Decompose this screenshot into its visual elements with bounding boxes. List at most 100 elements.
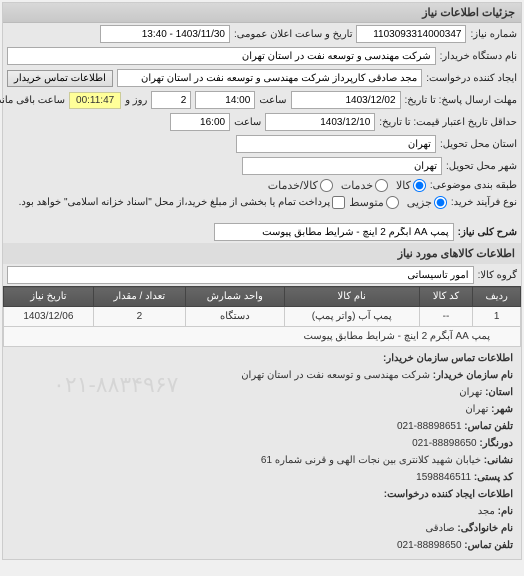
countdown-timer: 00:11:47 bbox=[69, 92, 121, 109]
time-label-1: ساعت bbox=[259, 95, 286, 106]
group-input[interactable] bbox=[7, 266, 474, 284]
province-line: استان: تهران bbox=[11, 385, 513, 401]
need-number-row: شماره نیاز: تاریخ و ساعت اعلان عمومی: bbox=[3, 23, 521, 45]
contact-button[interactable]: اطلاعات تماس خریدار bbox=[7, 70, 113, 87]
th-date: تاریخ نیاز bbox=[4, 287, 94, 307]
cphone-value: 88898650-021 bbox=[397, 540, 462, 551]
deadline-label: مهلت ارسال پاسخ: تا تاریخ: bbox=[405, 95, 517, 106]
buyer-label: نام دستگاه خریدار: bbox=[440, 51, 517, 62]
radio-kala-khadamat[interactable]: کالا/خدمات bbox=[268, 179, 333, 192]
validity-label: حداقل تاریخ اعتبار قیمت: تا تاریخ: bbox=[379, 117, 517, 128]
province-value: تهران bbox=[459, 387, 482, 398]
process-label: نوع فرآیند خرید: bbox=[451, 197, 517, 208]
validity-time-input[interactable] bbox=[170, 113, 230, 131]
budget-radio-group: کالا خدمات کالا/خدمات bbox=[268, 179, 426, 192]
table-row[interactable]: 1 -- پمپ آب (واتر پمپ) دستگاه 2 1403/12/… bbox=[4, 307, 521, 327]
td-row: 1 bbox=[473, 307, 521, 327]
need-number-label: شماره نیاز: bbox=[470, 29, 517, 40]
lname-label: نام خانوادگی: bbox=[457, 523, 513, 534]
cphone-line: تلفن تماس: 88898650-021 bbox=[11, 538, 513, 554]
desc-label: شرح کلی نیاز: bbox=[458, 227, 517, 238]
lname-line: نام خانوادگی: صادقی bbox=[11, 521, 513, 537]
deadline-date-input[interactable] bbox=[291, 91, 401, 109]
fname-value: مجد bbox=[478, 506, 495, 517]
time-label-2: ساعت bbox=[234, 117, 261, 128]
radio-motevaset[interactable]: متوسط bbox=[349, 196, 399, 209]
fname-line: نام: مجد bbox=[11, 504, 513, 520]
delivery-province-input[interactable] bbox=[236, 135, 436, 153]
process-note-text: پرداخت تمام یا بخشی از مبلغ خرید،از محل … bbox=[19, 197, 331, 208]
radio-kala-input[interactable] bbox=[413, 179, 426, 192]
main-panel: جزئیات اطلاعات نیاز شماره نیاز: تاریخ و … bbox=[2, 2, 522, 560]
deadline-time-input[interactable] bbox=[195, 91, 255, 109]
radio-kala-khadamat-input[interactable] bbox=[320, 179, 333, 192]
deadline-row: مهلت ارسال پاسخ: تا تاریخ: ساعت روز و 00… bbox=[3, 89, 521, 111]
announce-input[interactable] bbox=[100, 25, 230, 43]
th-qty: تعداد / مقدار bbox=[93, 287, 185, 307]
radio-motevaset-input[interactable] bbox=[386, 196, 399, 209]
requester-row: ایجاد کننده درخواست: اطلاعات تماس خریدار bbox=[3, 67, 521, 89]
delivery-city-input[interactable] bbox=[242, 157, 442, 175]
city-label: شهر: bbox=[491, 404, 513, 415]
items-section-title: اطلاعات کالاهای مورد نیاز bbox=[3, 243, 521, 264]
th-name: نام کالا bbox=[284, 287, 419, 307]
delivery-city-row: شهر محل تحویل: bbox=[3, 155, 521, 177]
day-count-input[interactable] bbox=[151, 91, 191, 109]
table-row-desc: پمپ AA آبگرم 2 اینچ - شرایط مطابق پیوست bbox=[4, 327, 521, 347]
group-label: گروه کالا: bbox=[478, 270, 517, 281]
radio-motevaset-label: متوسط bbox=[349, 196, 384, 209]
org-name-line: نام سازمان خریدار: شرکت مهندسی و توسعه ن… bbox=[11, 368, 513, 384]
postal-value: 1598846511 bbox=[416, 472, 471, 483]
lname-value: صادقی bbox=[425, 523, 454, 534]
radio-kala-khadamat-label: کالا/خدمات bbox=[268, 179, 318, 192]
table-header-row: ردیف کد کالا نام کالا واحد شمارش تعداد /… bbox=[4, 287, 521, 307]
cphone-label: تلفن تماس: bbox=[464, 540, 513, 551]
org-name-value: شرکت مهندسی و توسعه نفت در استان تهران bbox=[241, 370, 430, 381]
td-name: پمپ آب (واتر پمپ) bbox=[284, 307, 419, 327]
radio-jozi-label: جزیی bbox=[407, 196, 432, 209]
checkbox-note-input[interactable] bbox=[332, 196, 345, 209]
validity-date-input[interactable] bbox=[265, 113, 375, 131]
postal-label: کد پستی: bbox=[474, 472, 513, 483]
postal-line: کد پستی: 1598846511 bbox=[11, 470, 513, 486]
buyer-input[interactable] bbox=[7, 47, 436, 65]
radio-kala-label: کالا bbox=[396, 179, 411, 192]
delivery-province-row: استان محل تحویل: bbox=[3, 133, 521, 155]
items-table: ردیف کد کالا نام کالا واحد شمارش تعداد /… bbox=[3, 286, 521, 347]
fax-label: دورنگار: bbox=[479, 438, 513, 449]
address-value: خیابان شهید کلانتری بین نجات الهی و قرنی… bbox=[261, 455, 481, 466]
address-line: نشانی: خیابان شهید کلانتری بین نجات الهی… bbox=[11, 453, 513, 469]
org-name-label: نام سازمان خریدار: bbox=[433, 370, 513, 381]
announce-label: تاریخ و ساعت اعلان عمومی: bbox=[234, 29, 353, 40]
th-code: کد کالا bbox=[419, 287, 473, 307]
td-code: -- bbox=[419, 307, 473, 327]
fax-value: 88898650-021 bbox=[412, 438, 477, 449]
province-label: استان: bbox=[485, 387, 513, 398]
address-label: نشانی: bbox=[484, 455, 513, 466]
fname-label: نام: bbox=[498, 506, 513, 517]
radio-khadamat[interactable]: خدمات bbox=[341, 179, 388, 192]
checkbox-note[interactable]: پرداخت تمام یا بخشی از مبلغ خرید،از محل … bbox=[19, 196, 346, 209]
need-number-input[interactable] bbox=[356, 25, 466, 43]
panel-header: جزئیات اطلاعات نیاز bbox=[3, 3, 521, 23]
phone-line: تلفن تماس: 88898651-021 bbox=[11, 419, 513, 435]
creator-title: اطلاعات ایجاد کننده درخواست: bbox=[11, 487, 513, 503]
td-unit: دستگاه bbox=[185, 307, 284, 327]
radio-kala[interactable]: کالا bbox=[396, 179, 426, 192]
delivery-province-label: استان محل تحویل: bbox=[440, 139, 517, 150]
contact-title: اطلاعات تماس سازمان خریدار: bbox=[11, 351, 513, 367]
requester-input[interactable] bbox=[117, 69, 422, 87]
radio-jozi[interactable]: جزیی bbox=[407, 196, 447, 209]
radio-jozi-input[interactable] bbox=[434, 196, 447, 209]
buyer-row: نام دستگاه خریدار: bbox=[3, 45, 521, 67]
phone-value: 88898651-021 bbox=[397, 421, 462, 432]
city-value: تهران bbox=[465, 404, 488, 415]
desc-input[interactable] bbox=[214, 223, 454, 241]
budget-row: طبقه بندی موضوعی: کالا خدمات کالا/خدمات bbox=[3, 177, 521, 194]
day-label: روز و bbox=[125, 95, 147, 106]
td-date: 1403/12/06 bbox=[4, 307, 94, 327]
desc-row: شرح کلی نیاز: bbox=[3, 221, 521, 243]
radio-khadamat-input[interactable] bbox=[375, 179, 388, 192]
group-row: گروه کالا: bbox=[3, 264, 521, 286]
delivery-city-label: شهر محل تحویل: bbox=[446, 161, 517, 172]
